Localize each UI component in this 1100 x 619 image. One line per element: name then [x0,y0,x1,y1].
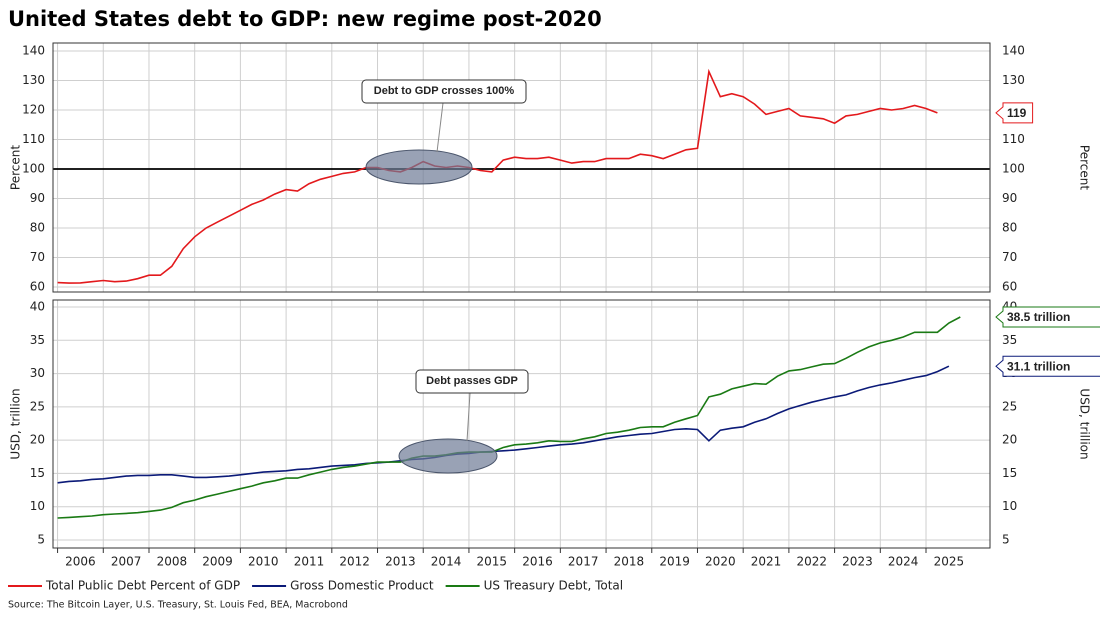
y2-axis-label: USD, trillion [1078,388,1092,459]
x-tick-label: 2014 [431,555,462,569]
y-tick-label: 120 [22,102,45,116]
x-tick-label: 2013 [385,555,416,569]
series-line [57,316,961,519]
x-tick-label: 2009 [202,555,233,569]
y-tick-label: 110 [22,132,45,146]
x-tick-label: 2006 [65,555,96,569]
legend-label: US Treasury Debt, Total [484,579,624,593]
x-tick-label: 2019 [659,555,690,569]
end-label: 31.1 trillion [1007,359,1070,373]
y2-tick-label: 15 [1002,466,1017,480]
leader-line [466,392,471,442]
series-line [57,365,950,484]
highlight-ellipse [398,438,498,474]
y2-tick-label: 130 [1002,73,1025,87]
y-tick-label: 130 [22,73,45,87]
y-tick-label: 90 [30,191,45,205]
annotation: Debt to GDP crosses 100% [374,85,515,97]
y2-tick-label: 90 [1002,191,1017,205]
y2-tick-label: 5 [1002,533,1010,547]
y-tick-label: 70 [30,250,45,264]
x-tick-label: 2015 [477,555,508,569]
x-tick-label: 2020 [705,555,736,569]
series-line [57,68,938,284]
y2-tick-label: 35 [1002,333,1017,347]
y2-tick-label: 110 [1002,132,1025,146]
y-tick-label: 15 [30,466,45,480]
x-tick-label: 2021 [751,555,782,569]
highlight-ellipse [365,149,473,185]
y-tick-label: 5 [37,533,45,547]
y-tick-label: 10 [30,499,45,513]
y-axis-label: USD, trillion [9,388,23,459]
x-tick-label: 2007 [111,555,142,569]
y-tick-label: 100 [22,161,45,175]
x-tick-label: 2010 [248,555,279,569]
x-tick-label: 2024 [888,555,919,569]
x-tick-label: 2018 [614,555,645,569]
end-label-box [995,306,1100,328]
x-tick-label: 2017 [568,555,599,569]
legend-label: Gross Domestic Product [290,579,434,593]
y-tick-label: 140 [22,43,45,57]
annotation-shapes [361,79,529,474]
x-tick-label: 2025 [934,555,965,569]
x-tick-label: 2023 [842,555,873,569]
y2-tick-label: 70 [1002,250,1017,264]
y2-axis-label: Percent [1078,145,1092,190]
annotation-box [415,369,529,394]
x-tick-label: 2008 [157,555,188,569]
y2-tick-label: 60 [1002,279,1017,293]
chart-title: United States debt to GDP: new regime po… [8,7,602,31]
y-tick-label: 30 [30,366,45,380]
y-tick-label: 35 [30,333,45,347]
annotation-box [361,79,527,104]
y-axis-label: Percent [9,145,23,190]
y-tick-label: 40 [30,299,45,313]
legend-label: Total Public Debt Percent of GDP [45,579,240,593]
y2-tick-label: 25 [1002,399,1017,413]
source: Source: The Bitcoin Layer, U.S. Treasury… [8,600,348,611]
plot-frame [52,299,991,549]
end-label-box [995,355,1100,377]
x-tick-label: 2016 [522,555,553,569]
end-label: 119 [1007,106,1027,120]
y2-tick-label: 100 [1002,161,1025,175]
x-tick-label: 2012 [339,555,370,569]
y-tick-label: 80 [30,220,45,234]
y2-tick-label: 80 [1002,220,1017,234]
y2-tick-label: 20 [1002,433,1017,447]
y-tick-label: 60 [30,279,45,293]
plot-frame [52,42,991,293]
annotation: Debt passes GDP [426,375,518,387]
leader-line [436,102,444,153]
y2-tick-label: 10 [1002,499,1017,513]
x-tick-label: 2011 [294,555,325,569]
x-tick-label: 2022 [796,555,827,569]
y2-tick-label: 140 [1002,43,1025,57]
end-label-box [995,102,1034,124]
y-tick-label: 20 [30,433,45,447]
end-label: 38.5 trillion [1007,310,1070,324]
y-tick-label: 25 [30,399,45,413]
